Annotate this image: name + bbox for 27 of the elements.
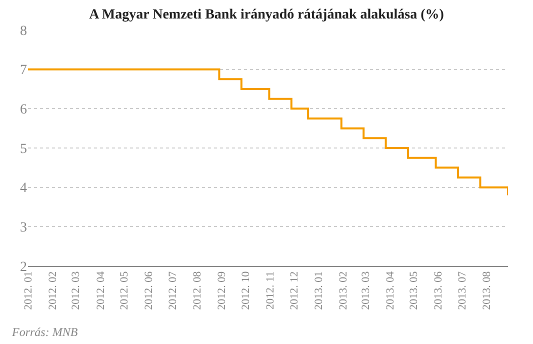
x-tick-label: 2012. 10	[240, 270, 252, 310]
x-tick-label: 2012. 02	[47, 271, 60, 310]
x-tick-label: 2013. 07	[456, 270, 469, 310]
x-tick-label: 2012. 06	[143, 270, 156, 310]
chart-title: A Magyar Nemzeti Bank irányadó rátájának alakulása (%)	[89, 7, 444, 22]
x-tick-label: 2013. 02	[338, 271, 350, 310]
x-tick-label: 2013. 04	[384, 270, 396, 310]
y-tick-label: 6	[20, 102, 27, 118]
x-tick-label: 2013. 01	[312, 271, 325, 310]
x-tick-label: 2012. 11	[264, 271, 277, 310]
x-tick-label: 2012. 05	[118, 270, 131, 310]
x-tick-label: 2013. 05	[408, 270, 420, 310]
x-tick-label: 2012. 08	[192, 270, 204, 310]
x-tick-label: 2012. 04	[94, 270, 107, 310]
x-tick-label: 2013. 06	[432, 270, 445, 310]
x-tick-label: 2012. 09	[216, 270, 228, 310]
x-tick-label: 2012. 12	[288, 271, 300, 310]
x-tick-label: 2012. 03	[70, 270, 82, 310]
x-tick-label: 2013. 08	[481, 270, 494, 310]
y-tick-label: 5	[20, 142, 27, 157]
y-tick-label: 7	[20, 63, 27, 78]
y-tick-label: 3	[20, 220, 27, 236]
y-tick-label: 8	[20, 24, 27, 39]
y-tick-label: 4	[20, 181, 27, 196]
x-tick-label: 2012. 07	[166, 270, 179, 310]
x-tick-label: 2013. 03	[360, 270, 372, 310]
text: Forrás: MNB	[11, 325, 78, 339]
